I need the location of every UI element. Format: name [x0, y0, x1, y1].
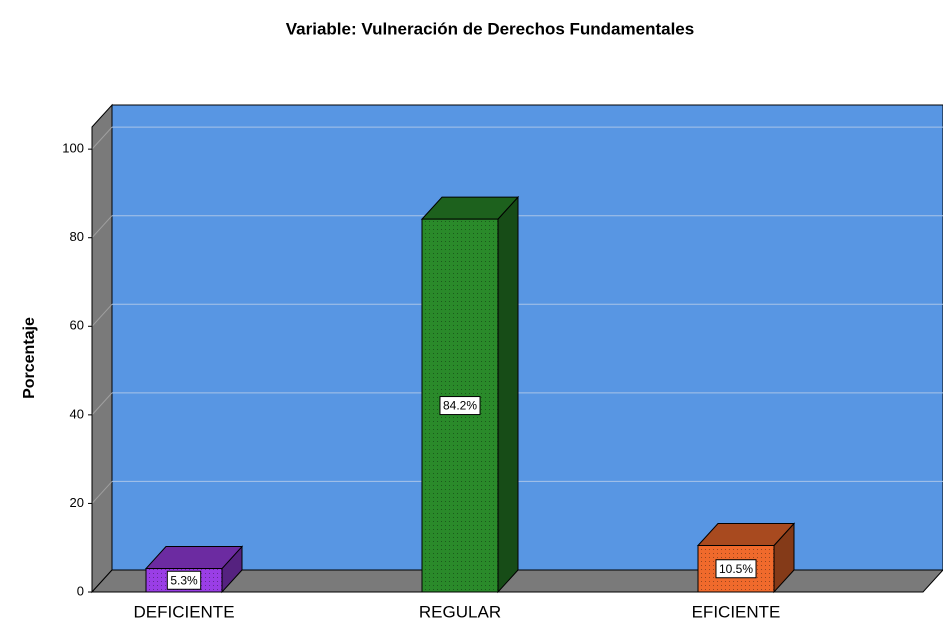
left-wall	[91, 103, 113, 594]
y-axis-label: Porcentaje	[21, 317, 38, 399]
back-wall	[111, 104, 943, 571]
x-tick-label: EFICIENTE	[692, 602, 781, 621]
bar-side	[497, 195, 519, 594]
y-tick-label: 40	[70, 406, 84, 421]
y-tick-label: 80	[70, 229, 84, 244]
x-tick-label: DEFICIENTE	[133, 602, 234, 621]
grid-line	[91, 215, 113, 239]
data-label: 5.3%	[170, 573, 198, 587]
data-label-box	[166, 570, 202, 590]
y-tick-label: 60	[70, 318, 84, 333]
grid-line	[91, 481, 113, 504]
data-label-box	[715, 559, 757, 579]
data-label: 10.5%	[719, 562, 753, 576]
y-tick-label: 100	[62, 141, 84, 156]
x-tick-label: REGULAR	[419, 602, 501, 621]
grid-line	[91, 126, 113, 150]
y-tick-label: 20	[70, 495, 84, 510]
chart-title: Variable: Vulneración de Derechos Fundam…	[286, 19, 694, 38]
y-tick-label: 0	[77, 583, 84, 598]
grid-line	[91, 303, 113, 327]
data-label-box	[439, 396, 481, 416]
data-label: 84.2%	[443, 399, 477, 413]
grid-line	[91, 392, 113, 416]
